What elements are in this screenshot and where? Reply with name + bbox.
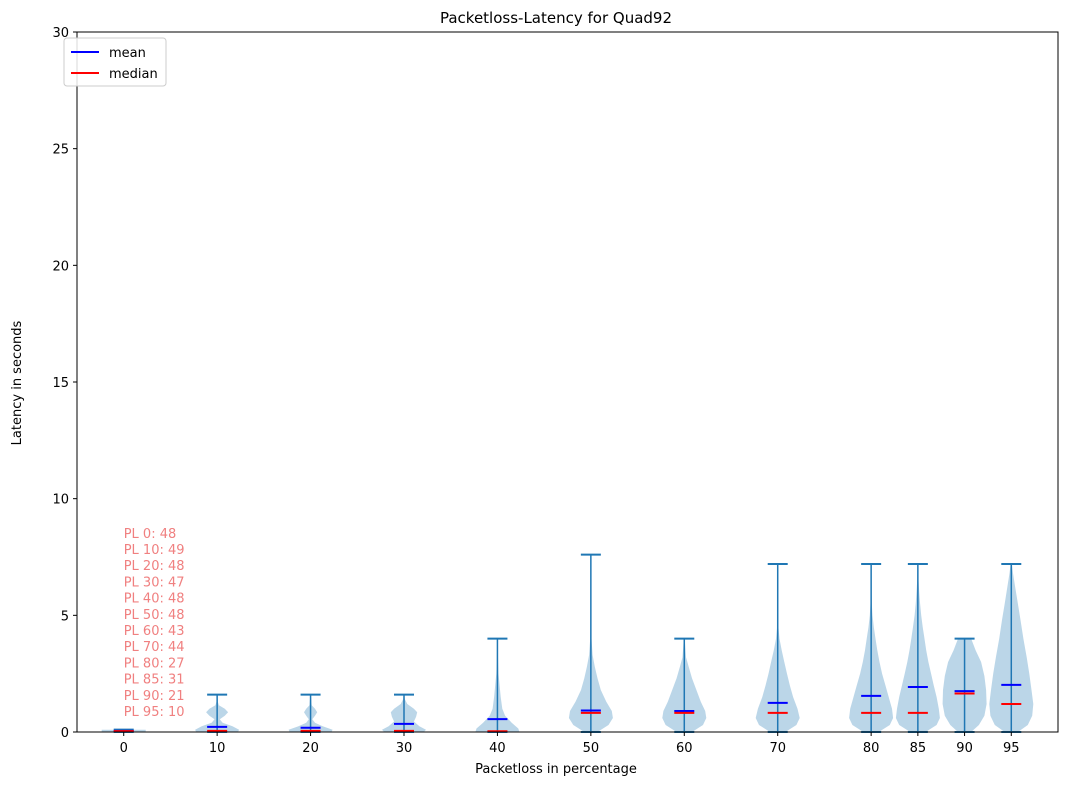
annotation-0: PL 0: 48 — [124, 527, 177, 542]
chart-title: Packetloss-Latency for Quad92 — [440, 9, 672, 27]
x-tick-label-60: 60 — [676, 741, 693, 756]
annotation-3: PL 30: 47 — [124, 575, 185, 590]
y-tick-label-30: 30 — [52, 26, 69, 41]
y-axis-ticks: 0 5 10 15 20 25 30 — [52, 26, 77, 741]
annotation-7: PL 70: 44 — [124, 640, 185, 655]
annotation-5: PL 50: 48 — [124, 608, 185, 623]
x-tick-label-10: 10 — [209, 741, 226, 756]
x-tick-label-70: 70 — [769, 741, 786, 756]
legend: mean median — [63, 37, 167, 87]
x-tick-label-40: 40 — [489, 741, 506, 756]
violin-85 — [895, 563, 940, 733]
violin-30 — [382, 693, 426, 733]
x-axis-ticks: 0 10 20 30 40 50 60 70 80 85 90 95 — [120, 732, 1020, 756]
annotation-11: PL 95: 10 — [124, 705, 185, 720]
y-tick-label-0: 0 — [61, 726, 69, 741]
y-tick-label-15: 15 — [52, 376, 69, 391]
annotation-8: PL 80: 27 — [124, 656, 185, 671]
legend-label-mean: mean — [109, 46, 146, 61]
x-tick-label-90: 90 — [956, 741, 973, 756]
violin-0 — [101, 728, 146, 733]
y-tick-label-10: 10 — [52, 493, 69, 508]
x-tick-label-50: 50 — [583, 741, 600, 756]
y-axis-label: Latency in seconds — [10, 320, 25, 445]
y-tick-label-20: 20 — [52, 259, 69, 274]
x-axis-label: Packetloss in percentage — [475, 762, 637, 777]
x-tick-label-0: 0 — [120, 741, 128, 756]
annotation-6: PL 60: 43 — [124, 624, 185, 639]
x-tick-label-80: 80 — [863, 741, 880, 756]
annotation-1: PL 10: 49 — [124, 543, 185, 558]
x-tick-label-85: 85 — [910, 741, 927, 756]
x-tick-label-30: 30 — [396, 741, 413, 756]
annotation-4: PL 40: 48 — [124, 592, 185, 607]
annotation-9: PL 85: 31 — [124, 673, 185, 688]
annotation-2: PL 20: 48 — [124, 559, 185, 574]
y-tick-label-25: 25 — [52, 143, 69, 158]
legend-label-median: median — [109, 67, 158, 82]
annotation-10: PL 90: 21 — [124, 689, 185, 704]
x-tick-label-95: 95 — [1003, 741, 1020, 756]
x-tick-label-20: 20 — [302, 741, 319, 756]
y-tick-label-5: 5 — [61, 609, 69, 624]
